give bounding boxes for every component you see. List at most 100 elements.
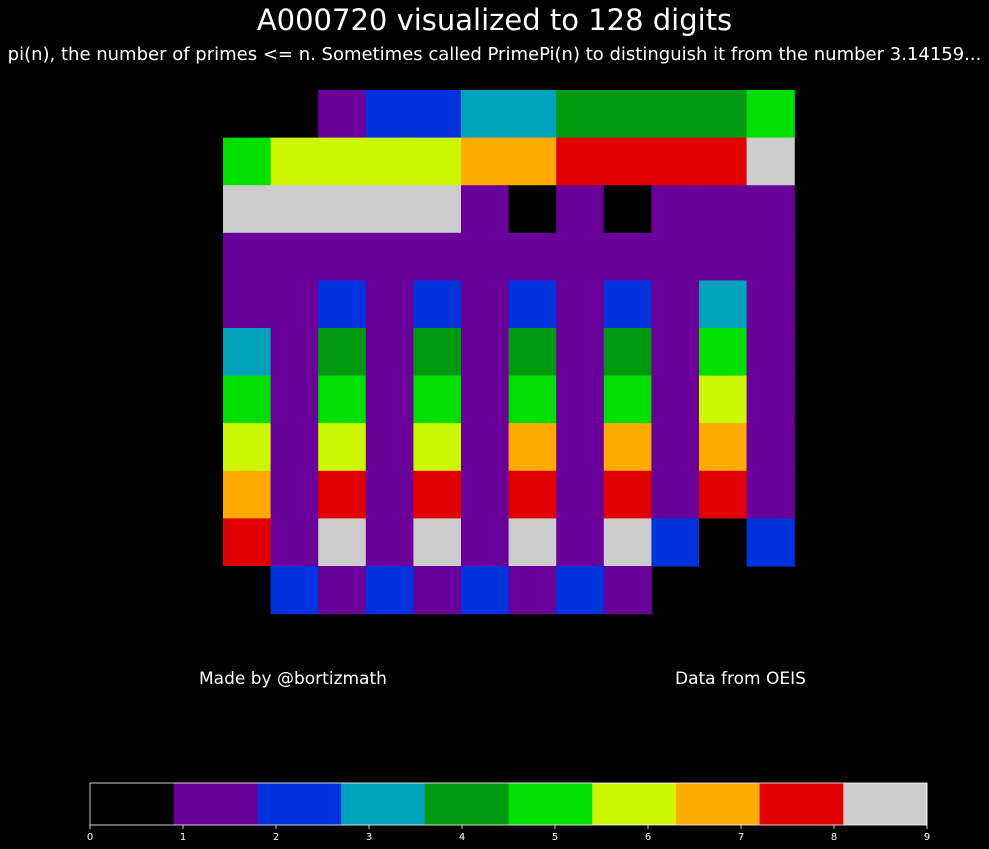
digit-cell <box>223 566 272 615</box>
digit-cell <box>651 423 700 472</box>
digit-cell <box>365 470 414 519</box>
digit-cell <box>270 232 319 281</box>
digit-cell <box>746 90 795 139</box>
digit-cell <box>270 280 319 329</box>
digit-cell <box>651 328 700 377</box>
digit-cell <box>746 470 795 519</box>
digit-cell <box>556 90 605 139</box>
digit-cell <box>603 470 652 519</box>
colorbar-tick-label: 3 <box>366 832 372 843</box>
digit-cell <box>508 566 557 615</box>
digit-cell <box>508 90 557 139</box>
digit-cell <box>461 90 510 139</box>
digit-cell <box>413 375 462 424</box>
digit-cell <box>508 470 557 519</box>
digit-cell <box>413 232 462 281</box>
digit-cell <box>223 185 272 234</box>
digit-cell <box>603 280 652 329</box>
digit-cell <box>746 185 795 234</box>
colorbar-tick-label: 5 <box>552 832 558 843</box>
digit-cell <box>651 375 700 424</box>
digit-cell <box>461 566 510 615</box>
digit-cell <box>461 470 510 519</box>
colorbar-segment <box>592 783 677 825</box>
digit-cell <box>508 280 557 329</box>
digit-cell <box>603 566 652 615</box>
digit-cell <box>223 375 272 424</box>
colorbar-segment <box>173 783 258 825</box>
digit-cell <box>318 328 367 377</box>
credit-source: Data from OEIS <box>675 669 806 689</box>
digit-cell <box>508 185 557 234</box>
digit-cell <box>223 232 272 281</box>
digit-cell <box>508 518 557 567</box>
digit-cell <box>413 90 462 139</box>
digit-cell <box>699 185 748 234</box>
digit-cell <box>223 518 272 567</box>
digit-cell <box>746 375 795 424</box>
colorbar-segment <box>508 783 593 825</box>
digit-cell <box>365 375 414 424</box>
digit-cell <box>318 423 367 472</box>
digit-cell <box>746 280 795 329</box>
digit-cell <box>746 423 795 472</box>
digit-cell <box>461 137 510 186</box>
digit-cell <box>318 185 367 234</box>
colorbar-segment <box>257 783 342 825</box>
digit-cell <box>508 328 557 377</box>
colorbar-tick-label: 2 <box>273 832 279 843</box>
digit-cell <box>318 280 367 329</box>
digit-cell <box>556 518 605 567</box>
digit-cell <box>365 328 414 377</box>
digit-cell <box>413 566 462 615</box>
digit-cell <box>461 280 510 329</box>
digit-cell <box>556 566 605 615</box>
digit-cell <box>365 185 414 234</box>
digit-cell <box>318 470 367 519</box>
colorbar-tick-label: 0 <box>87 832 93 843</box>
digit-cell <box>461 232 510 281</box>
digit-cell <box>603 423 652 472</box>
digit-cell <box>461 328 510 377</box>
digit-cell <box>461 375 510 424</box>
colorbar-tick-label: 1 <box>180 832 186 843</box>
digit-cell <box>556 280 605 329</box>
colorbar-tick-label: 6 <box>645 832 651 843</box>
digit-cell <box>508 232 557 281</box>
digit-cell <box>270 328 319 377</box>
digit-cell <box>603 328 652 377</box>
digit-grid <box>223 90 795 615</box>
colorbar-segment <box>759 783 844 825</box>
digit-cell <box>556 137 605 186</box>
digit-cell <box>413 280 462 329</box>
colorbar-tick-label: 9 <box>924 832 930 843</box>
digit-cell <box>318 137 367 186</box>
digit-cell <box>461 423 510 472</box>
digit-cell <box>746 518 795 567</box>
digit-cell <box>699 280 748 329</box>
digit-cell <box>651 470 700 519</box>
digit-cell <box>651 518 700 567</box>
digit-cell <box>651 185 700 234</box>
digit-cell <box>270 470 319 519</box>
digit-cell <box>223 137 272 186</box>
digit-cell <box>699 328 748 377</box>
digit-cell <box>223 328 272 377</box>
digit-cell <box>603 90 652 139</box>
digit-cell <box>603 518 652 567</box>
colorbar-frame <box>89 782 928 826</box>
digit-cell <box>603 137 652 186</box>
digit-cell <box>413 423 462 472</box>
digit-cell <box>699 90 748 139</box>
digit-cell <box>651 280 700 329</box>
digit-cell <box>270 90 319 139</box>
chart-title: A000720 visualized to 128 digits <box>256 3 733 37</box>
digit-cell <box>318 566 367 615</box>
digit-cell <box>746 328 795 377</box>
digit-cell <box>270 518 319 567</box>
digit-cell <box>365 566 414 615</box>
colorbar-tick-label: 8 <box>831 832 837 843</box>
digit-cell <box>699 518 748 567</box>
digit-cell <box>365 90 414 139</box>
digit-cell <box>413 470 462 519</box>
